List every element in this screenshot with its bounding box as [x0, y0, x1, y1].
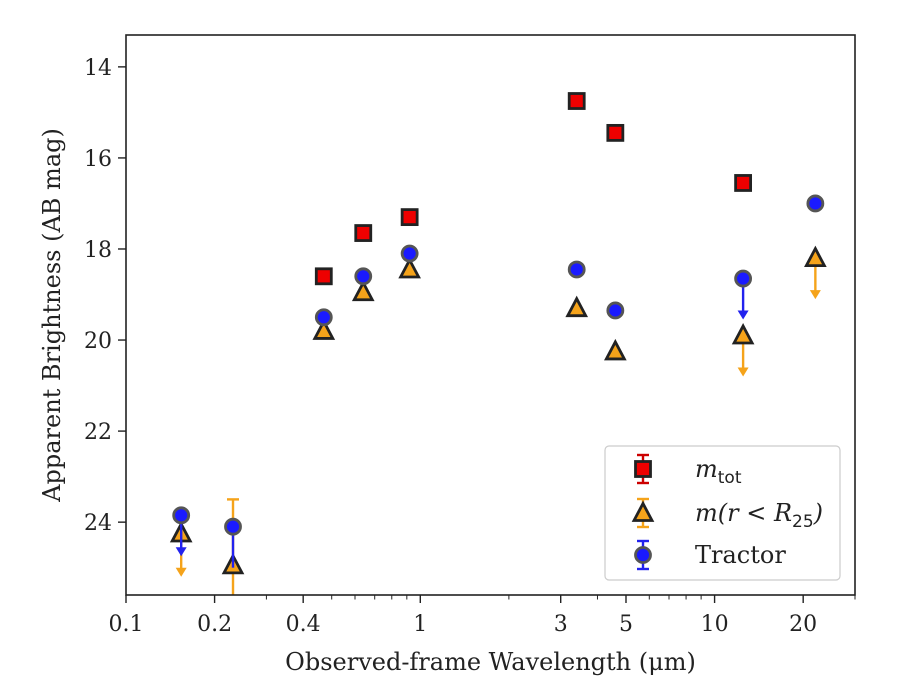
legend-item-mtot: mtot: [634, 453, 742, 488]
mr25-point: [731, 322, 755, 345]
x-tick-label: 1: [413, 612, 427, 637]
tractor-point: [354, 267, 373, 286]
y-tick-label: 24: [84, 511, 112, 536]
legend-item-mr25: m(r < R25): [631, 497, 823, 532]
tractor-point: [606, 301, 625, 320]
mtot-point: [606, 123, 625, 142]
y-tick-label: 20: [84, 329, 112, 354]
legend-marker-mr25: [631, 500, 655, 522]
upper-limit-head: [737, 367, 749, 377]
tractor-point: [734, 269, 753, 288]
mr25-point: [604, 338, 627, 361]
mtot-point: [734, 174, 753, 192]
x-tick-label: 0.4: [286, 612, 321, 637]
legend-label: m(r < R25): [695, 499, 823, 532]
mtot-point: [314, 267, 333, 286]
legend-item-tractor: Tractor: [634, 539, 786, 571]
upper-limit-head: [175, 547, 187, 557]
x-tick-label: 10: [701, 612, 729, 637]
series-mtot: [314, 92, 753, 286]
mr25-point: [398, 256, 421, 279]
tractor-point: [400, 244, 419, 263]
x-axis-label: Observed-frame Wavelength (μm): [285, 648, 696, 676]
mr25-point: [804, 245, 827, 267]
upper-limit-head: [737, 310, 749, 320]
mr25-point: [312, 318, 336, 340]
x-tick-label: 5: [619, 612, 633, 637]
mr25-point: [351, 279, 375, 302]
x-tick-label: 3: [554, 612, 568, 637]
legend: mtot m(r < R25) Tractor: [604, 445, 841, 581]
upper-limit-head: [809, 290, 821, 300]
legend-marker-tractor: [634, 546, 652, 564]
y-tick-label: 22: [84, 420, 112, 445]
mtot-point: [400, 208, 419, 227]
mtot-point: [354, 224, 373, 242]
upper-limit-head: [175, 567, 187, 577]
tractor-point: [567, 260, 586, 279]
plot-frame: [125, 34, 856, 596]
legend-label: Tractor: [695, 541, 786, 569]
tractor-point: [224, 517, 242, 536]
x-tick-label: 0.2: [197, 612, 232, 637]
tractor-point: [172, 506, 191, 525]
legend-marker-mtot: [634, 460, 652, 478]
x-tick-label: 20: [789, 612, 817, 637]
legend-box: [604, 445, 841, 581]
y-tick-label: 16: [84, 147, 112, 172]
x-tick-label: 0.1: [109, 612, 144, 637]
data-marks: [169, 92, 827, 595]
mr25-point: [565, 295, 589, 318]
y-tick-label: 14: [84, 56, 112, 81]
series-tractor: [172, 194, 825, 568]
axis-ticks: 0.1 0.2 0.4 1 3 5 10 20 14 16 18 20 22 24: [84, 56, 856, 637]
y-axis-label: Apparent Brightness (AB mag): [38, 128, 66, 503]
y-tick-label: 18: [84, 238, 112, 263]
legend-label: mtot: [695, 455, 742, 488]
tractor-point: [806, 194, 825, 213]
tractor-point: [314, 308, 333, 327]
mtot-point: [567, 92, 586, 110]
